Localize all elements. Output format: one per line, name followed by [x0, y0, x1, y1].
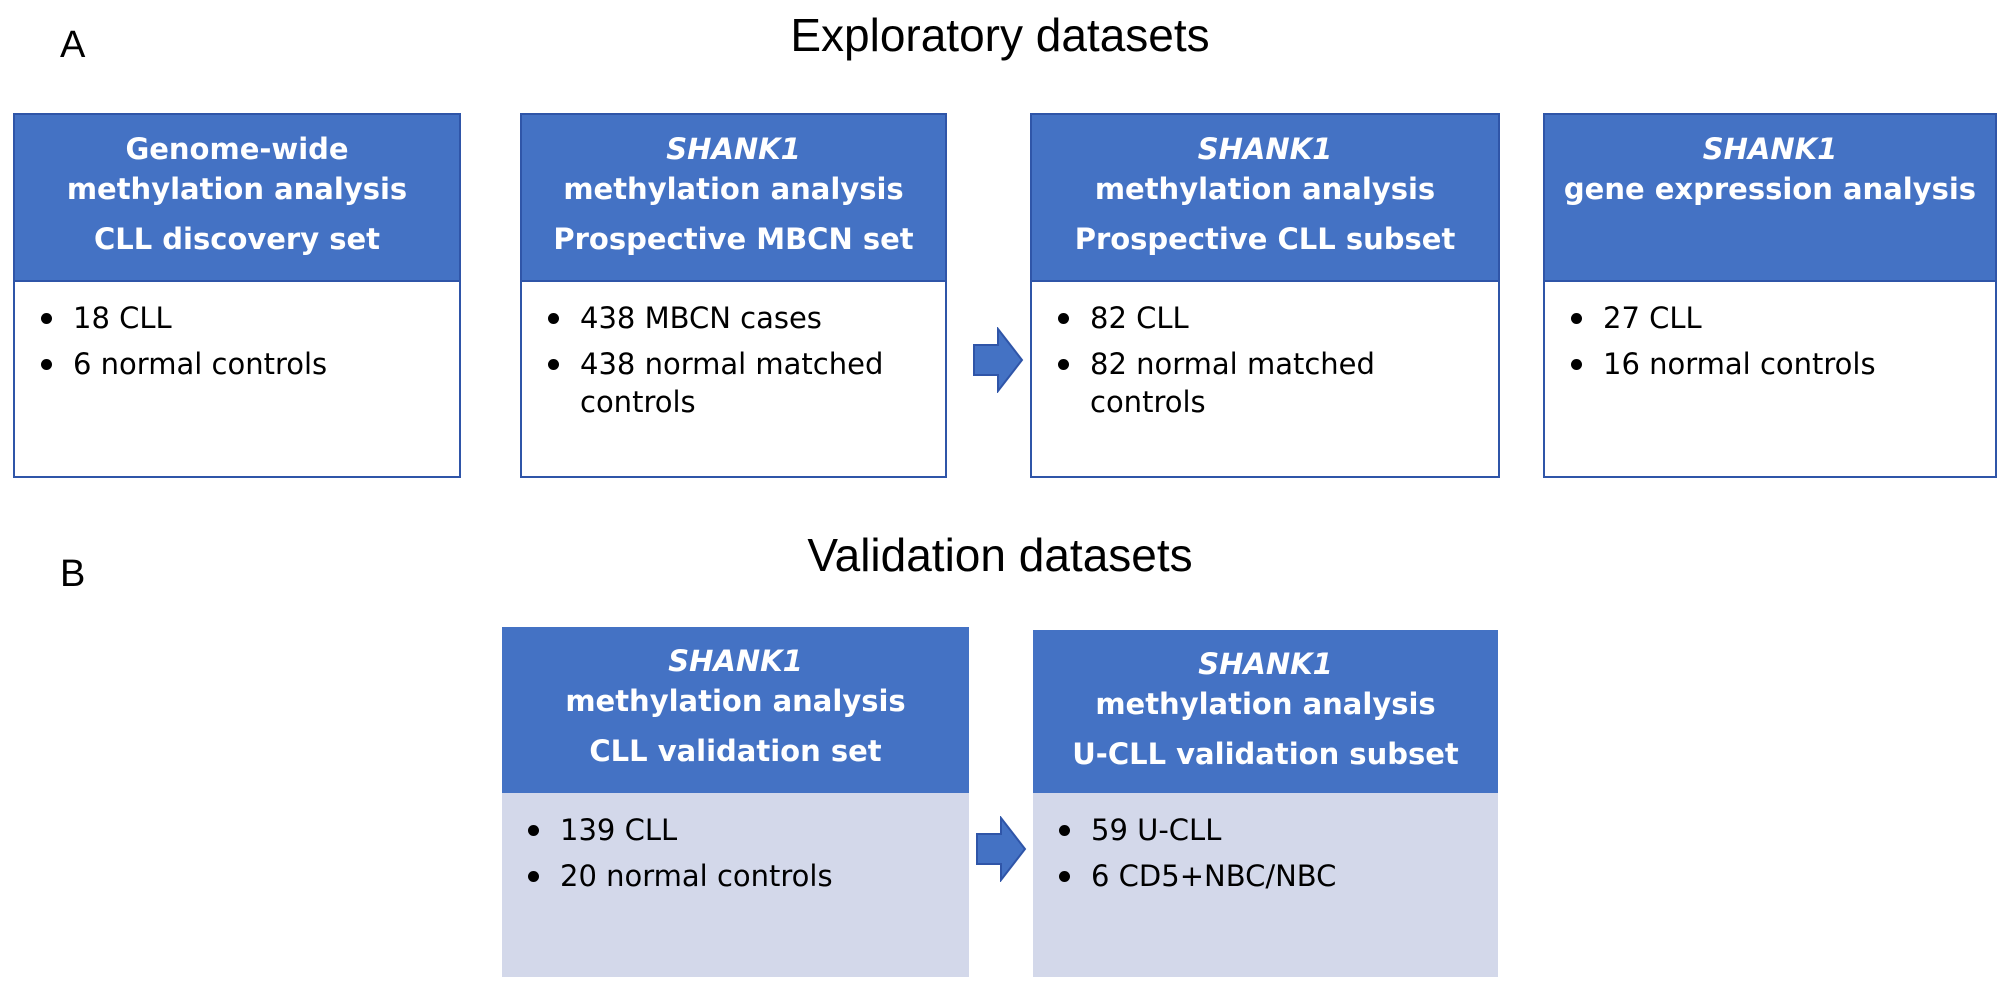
gene-name: SHANK1 [1197, 132, 1333, 166]
cll-validation-set-box: SHANK1 methylation analysis CLL validati… [502, 627, 969, 977]
gene-expression-box: SHANK1 gene expression analysis 27 CLL 1… [1543, 113, 1997, 478]
header-line-3: Prospective MBCN set [553, 222, 914, 256]
panel-b-title: Validation datasets [807, 529, 1193, 581]
header-line-2: methylation analysis [1094, 172, 1436, 206]
list-item: 438 MBCN cases [544, 299, 935, 337]
header-line-2: methylation analysis [563, 172, 904, 206]
panel-a-title: Exploratory datasets [790, 9, 1210, 61]
header-line-2: gene expression analysis [1563, 172, 1977, 206]
list-item: 18 CLL [37, 299, 449, 337]
box-body: 59 U-CLL 6 CD5+NBC/NBC [1055, 811, 1488, 903]
header-line-2: methylation analysis [565, 684, 906, 718]
box-header: SHANK1 methylation analysis CLL validati… [502, 627, 969, 793]
list-item: 438 normal matched controls [544, 345, 935, 421]
list-item: 6 CD5+NBC/NBC [1055, 857, 1488, 895]
right-arrow-icon [976, 816, 1027, 882]
header-line-3: U-CLL validation subset [1072, 737, 1459, 771]
gene-name: SHANK1 [668, 644, 803, 678]
right-arrow-icon [973, 327, 1024, 393]
header-line-3: CLL validation set [589, 734, 882, 768]
box-body: 27 CLL 16 normal controls [1567, 299, 1985, 391]
list-item: 27 CLL [1567, 299, 1985, 337]
panel-a-label: A [60, 24, 86, 66]
list-item: 20 normal controls [524, 857, 959, 895]
box-header: SHANK1 methylation analysis U-CLL valida… [1033, 630, 1498, 793]
header-line-3: CLL discovery set [93, 222, 381, 256]
list-item: 139 CLL [524, 811, 959, 849]
prospective-mbcn-box: SHANK1 methylation analysis Prospective … [520, 113, 947, 478]
list-item: 82 normal matched controls [1054, 345, 1488, 421]
header-line-3: Prospective CLL subset [1074, 222, 1456, 256]
box-header: SHANK1 methylation analysis Prospective … [1032, 115, 1498, 282]
prospective-cll-subset-box: SHANK1 methylation analysis Prospective … [1030, 113, 1500, 478]
box-body: 82 CLL 82 normal matched controls [1054, 299, 1488, 429]
gene-name: SHANK1 [666, 132, 801, 166]
gene-name: SHANK1 [1702, 132, 1838, 166]
genome-wide-discovery-box: Genome-wide methylation analysis CLL dis… [13, 113, 461, 478]
panel-b-label: B [60, 553, 86, 595]
box-body: 139 CLL 20 normal controls [524, 811, 959, 903]
box-header: SHANK1 methylation analysis Prospective … [522, 115, 945, 282]
list-item: 16 normal controls [1567, 345, 1985, 383]
box-header: SHANK1 gene expression analysis [1545, 115, 1995, 282]
gene-name: SHANK1 [1198, 647, 1333, 681]
list-item: 59 U-CLL [1055, 811, 1488, 849]
header-line-2: methylation analysis [1095, 687, 1436, 721]
u-cll-validation-subset-box: SHANK1 methylation analysis U-CLL valida… [1033, 630, 1498, 977]
header-line-2: methylation analysis [66, 172, 408, 206]
box-header: Genome-wide methylation analysis CLL dis… [15, 115, 459, 282]
box-body: 438 MBCN cases 438 normal matched contro… [544, 299, 935, 429]
list-item: 6 normal controls [37, 345, 449, 383]
header-line-1: Genome-wide [125, 132, 349, 166]
box-body: 18 CLL 6 normal controls [37, 299, 449, 391]
list-item: 82 CLL [1054, 299, 1488, 337]
